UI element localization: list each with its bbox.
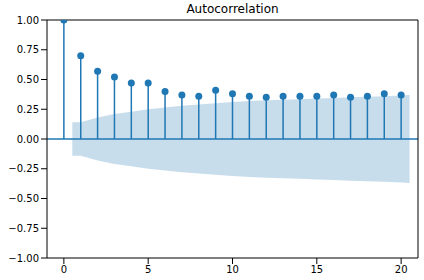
svg-text:−0.25: −0.25 (8, 163, 39, 174)
svg-text:0.00: 0.00 (17, 134, 39, 145)
svg-text:0: 0 (61, 264, 67, 275)
svg-text:1.00: 1.00 (17, 15, 39, 26)
svg-text:15: 15 (310, 264, 323, 275)
svg-text:−0.50: −0.50 (8, 193, 39, 204)
html-text:Autocorrelation: Autocorrelation (186, 2, 279, 16)
svg-text:0.50: 0.50 (17, 74, 39, 85)
svg-text:−0.75: −0.75 (8, 223, 39, 234)
svg-text:0.75: 0.75 (17, 44, 39, 55)
svg-text:10: 10 (226, 264, 239, 275)
svg-text:5: 5 (145, 264, 151, 275)
svg-text:−1.00: −1.00 (8, 253, 39, 264)
svg-text:20: 20 (395, 264, 408, 275)
svg-text:0.25: 0.25 (17, 104, 39, 115)
